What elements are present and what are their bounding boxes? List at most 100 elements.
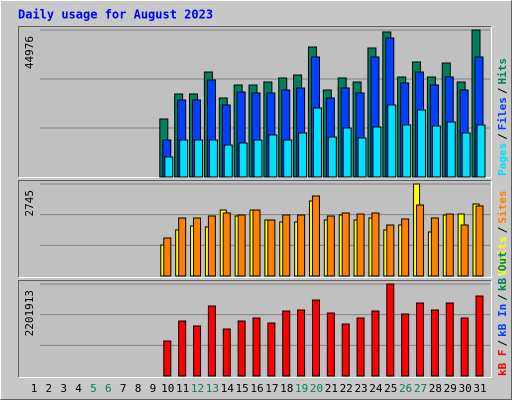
y-tick-label: 2745 <box>23 190 36 217</box>
x-tick-label: 1 <box>31 382 38 395</box>
x-tick-label: 6 <box>105 382 112 395</box>
x-tick-label: 15 <box>236 382 249 395</box>
bar <box>476 124 486 178</box>
bar <box>297 214 306 277</box>
bar <box>237 320 246 377</box>
x-tick-label: 9 <box>150 382 157 395</box>
bar <box>417 109 427 178</box>
x-tick-label: 20 <box>310 382 323 395</box>
bar <box>312 107 322 178</box>
x-tick-label: 25 <box>384 382 397 395</box>
bar <box>416 302 425 377</box>
bar <box>267 322 276 377</box>
legend-entry: Files <box>496 97 509 130</box>
bar <box>222 212 231 277</box>
panel-border-light <box>18 280 492 378</box>
x-tick-label: 17 <box>265 382 278 395</box>
bar <box>163 237 172 277</box>
bar <box>401 218 410 277</box>
x-tick-label: 3 <box>60 382 67 395</box>
bar <box>283 139 293 178</box>
bar <box>402 124 412 178</box>
x-tick-label: 19 <box>295 382 308 395</box>
bar <box>356 317 365 377</box>
panel-border-dark <box>18 180 492 278</box>
legend-separator: / <box>496 294 509 301</box>
bar <box>387 104 397 178</box>
bar <box>252 317 261 377</box>
bar <box>297 309 306 377</box>
legend-entry: Pages <box>496 143 509 176</box>
bar <box>282 310 291 377</box>
x-tick-label: 13 <box>206 382 219 395</box>
x-tick-label: 8 <box>135 382 142 395</box>
legend: Pages / Files / Hits <box>496 58 509 176</box>
bar <box>372 126 382 178</box>
x-tick-label: 4 <box>75 382 82 395</box>
bar <box>179 139 189 178</box>
bar <box>475 205 484 277</box>
legend: kB F / kB In / kB Out <box>496 251 509 376</box>
bar <box>311 195 320 277</box>
x-tick-label: 24 <box>369 382 383 395</box>
legend-entry: Sites <box>496 191 509 224</box>
bar <box>371 212 380 277</box>
bar <box>178 217 187 277</box>
legend: Visits / Sites <box>496 191 509 277</box>
bar <box>193 325 202 377</box>
bar <box>268 134 278 178</box>
bar <box>164 156 174 178</box>
y-tick-label: 44976 <box>23 36 36 69</box>
bar <box>341 323 350 377</box>
x-tick-label: 27 <box>414 382 427 395</box>
x-tick-label: 14 <box>221 382 235 395</box>
legend-separator: / <box>496 340 509 347</box>
bar <box>223 144 233 178</box>
bar <box>238 142 248 178</box>
bar <box>416 204 425 277</box>
bar <box>207 215 216 277</box>
x-tick-label: 16 <box>250 382 263 395</box>
x-tick-label: 7 <box>120 382 127 395</box>
bar <box>460 317 469 377</box>
x-tick-label: 5 <box>90 382 97 395</box>
legend-entry: kB Out <box>496 251 509 291</box>
bar <box>267 219 276 277</box>
bar <box>356 213 365 277</box>
x-tick-label: 23 <box>354 382 367 395</box>
x-tick-label: 22 <box>340 382 353 395</box>
panel-border-dark <box>18 26 492 178</box>
bar <box>445 213 454 277</box>
bar <box>327 136 337 178</box>
bar <box>386 224 395 277</box>
bar <box>298 132 308 178</box>
bar <box>178 320 187 377</box>
bar <box>253 139 263 178</box>
x-tick-label: 12 <box>191 382 204 395</box>
bar <box>163 340 172 377</box>
bar <box>342 127 352 178</box>
x-tick-label: 31 <box>473 382 486 395</box>
bar <box>207 305 216 377</box>
bar <box>431 125 441 178</box>
bar <box>282 214 291 277</box>
bar <box>326 312 335 377</box>
legend-entry: kB F <box>496 350 509 377</box>
bar <box>401 313 410 377</box>
panel-border-light <box>18 180 492 278</box>
bar <box>237 214 246 277</box>
bar <box>311 299 320 377</box>
x-tick-label: 28 <box>429 382 442 395</box>
bar <box>208 139 218 178</box>
legend-separator: / <box>496 226 509 233</box>
y-tick-label: 2201913 <box>23 290 36 336</box>
legend-entry: kB In <box>496 304 509 337</box>
bar <box>430 217 439 277</box>
bar <box>445 302 454 377</box>
x-tick-label: 2 <box>46 382 53 395</box>
x-tick-label: 18 <box>280 382 293 395</box>
bar <box>430 309 439 377</box>
bar <box>460 224 469 277</box>
bar <box>386 283 395 377</box>
